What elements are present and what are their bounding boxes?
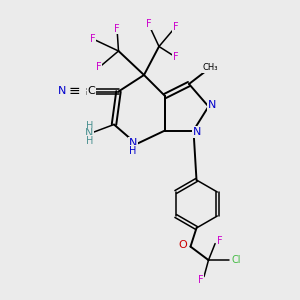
Text: F: F <box>198 274 203 285</box>
Text: F: F <box>173 22 178 32</box>
Text: H: H <box>86 121 93 131</box>
Text: F: F <box>217 236 222 246</box>
Text: O: O <box>178 240 188 250</box>
Text: N: N <box>85 128 94 139</box>
Text: N: N <box>58 86 67 97</box>
Text: F: F <box>114 23 120 34</box>
Text: CH₃: CH₃ <box>202 63 218 72</box>
Text: N: N <box>208 100 216 110</box>
Text: F: F <box>96 62 102 73</box>
Text: H: H <box>129 146 137 156</box>
Text: N: N <box>193 127 201 137</box>
Text: C: C <box>88 86 95 96</box>
Text: H: H <box>86 136 93 146</box>
Text: ≡: ≡ <box>69 85 80 98</box>
Text: N: N <box>129 137 137 148</box>
Text: F: F <box>173 52 178 62</box>
Text: Cl: Cl <box>231 255 241 265</box>
Text: F: F <box>90 34 96 44</box>
Text: F: F <box>146 19 151 29</box>
